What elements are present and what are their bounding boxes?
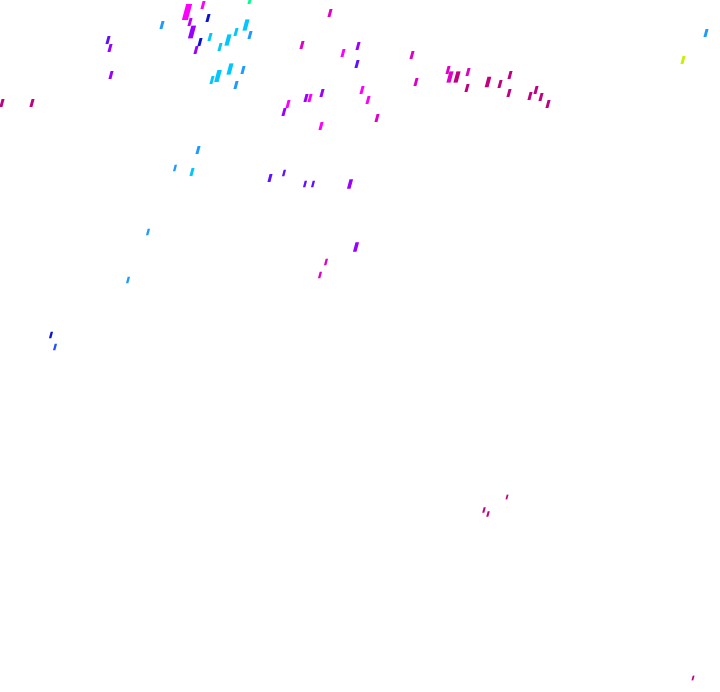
color-mark xyxy=(302,180,308,188)
color-mark xyxy=(703,29,709,37)
color-mark xyxy=(195,146,201,154)
color-mark xyxy=(497,80,503,88)
color-mark xyxy=(323,258,329,266)
color-mark xyxy=(453,71,461,83)
color-mark xyxy=(107,44,113,52)
color-mark xyxy=(187,25,197,39)
color-mark xyxy=(507,71,513,79)
color-mark xyxy=(189,168,195,176)
color-mark xyxy=(224,34,232,46)
color-mark xyxy=(281,108,287,116)
color-mark xyxy=(327,9,333,17)
color-mark xyxy=(108,71,114,79)
color-mark xyxy=(359,86,365,94)
color-mark xyxy=(354,60,360,68)
color-mark xyxy=(303,94,309,102)
color-mark xyxy=(482,507,486,513)
color-mark xyxy=(365,96,371,104)
color-mark xyxy=(205,14,211,22)
color-mark xyxy=(319,89,325,97)
color-mark xyxy=(465,68,471,76)
color-mark xyxy=(214,70,222,82)
color-mark xyxy=(217,43,223,51)
color-mark xyxy=(409,51,415,59)
color-mark xyxy=(247,31,253,39)
color-mark xyxy=(352,242,360,252)
color-mark xyxy=(145,228,151,236)
color-mark xyxy=(247,0,253,4)
color-mark xyxy=(340,49,346,57)
color-mark xyxy=(680,56,686,64)
color-mark xyxy=(374,114,380,122)
color-mark xyxy=(486,511,490,517)
color-mark xyxy=(0,99,5,107)
color-mark xyxy=(233,81,239,89)
color-mark xyxy=(226,63,234,75)
color-mark xyxy=(48,331,54,339)
color-mark xyxy=(285,100,291,108)
color-mark xyxy=(197,38,203,46)
color-mark xyxy=(446,71,454,83)
color-mark xyxy=(310,180,316,188)
color-mark xyxy=(242,19,250,31)
color-mark xyxy=(505,494,509,500)
color-mark xyxy=(527,92,533,100)
color-mark xyxy=(181,4,193,20)
color-mark xyxy=(187,18,193,26)
color-mark xyxy=(52,343,58,351)
color-mark xyxy=(484,76,492,88)
color-mark xyxy=(193,46,199,54)
color-mark xyxy=(355,42,361,50)
color-mark xyxy=(691,675,695,681)
color-mark xyxy=(159,21,165,29)
color-mark xyxy=(240,66,246,74)
color-mark xyxy=(318,122,324,130)
color-mark xyxy=(209,76,215,84)
color-mark xyxy=(413,78,419,86)
color-mark xyxy=(125,276,131,284)
color-mark xyxy=(545,100,551,108)
color-mark xyxy=(172,164,178,172)
color-mark xyxy=(200,1,206,9)
color-mark xyxy=(307,94,313,102)
color-mark xyxy=(267,174,273,182)
color-mark xyxy=(346,179,354,189)
color-mark xyxy=(317,271,323,279)
color-mark xyxy=(506,89,512,97)
color-mark xyxy=(207,33,213,41)
color-mark xyxy=(29,99,35,107)
color-mark xyxy=(299,41,305,49)
color-mark xyxy=(105,36,111,44)
color-mark xyxy=(445,66,451,74)
color-mark xyxy=(538,93,544,101)
color-mark xyxy=(281,169,287,177)
color-mark xyxy=(533,86,539,94)
color-mark xyxy=(464,84,470,92)
color-mark xyxy=(233,28,239,36)
